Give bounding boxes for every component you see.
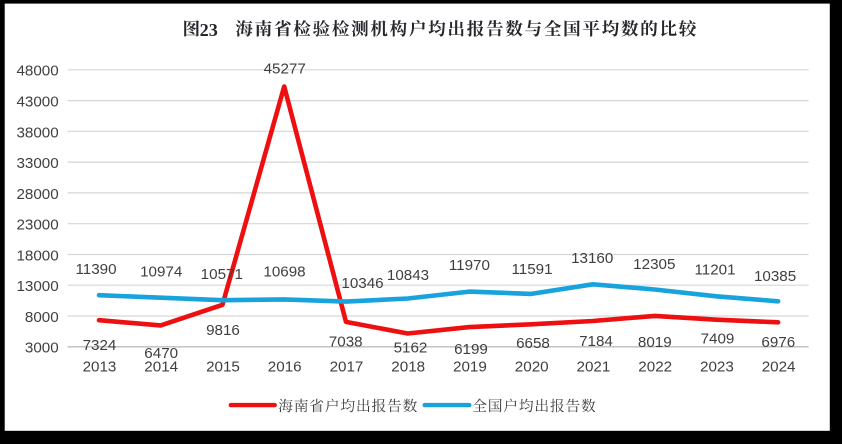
svg-text:48000: 48000 — [16, 63, 58, 80]
svg-text:10385: 10385 — [754, 268, 796, 285]
svg-text:7409: 7409 — [701, 331, 735, 348]
svg-text:10571: 10571 — [201, 266, 243, 283]
svg-text:23: 23 — [200, 20, 218, 40]
svg-text:2014: 2014 — [144, 359, 178, 376]
svg-text:2020: 2020 — [515, 359, 549, 376]
svg-text:10843: 10843 — [387, 267, 429, 284]
svg-text:11970: 11970 — [449, 257, 490, 274]
svg-text:18000: 18000 — [16, 247, 58, 264]
svg-text:2022: 2022 — [638, 359, 672, 376]
svg-text:2021: 2021 — [577, 359, 611, 376]
svg-text:2015: 2015 — [206, 359, 240, 376]
svg-text:2019: 2019 — [453, 359, 487, 376]
svg-text:13160: 13160 — [571, 250, 613, 267]
svg-text:11591: 11591 — [511, 261, 552, 278]
svg-text:10346: 10346 — [341, 275, 383, 292]
svg-text:6976: 6976 — [761, 334, 795, 351]
svg-text:10698: 10698 — [263, 263, 305, 280]
svg-text:11201: 11201 — [694, 262, 735, 279]
svg-text:2017: 2017 — [330, 359, 364, 376]
svg-text:5162: 5162 — [394, 340, 428, 357]
svg-text:28000: 28000 — [16, 186, 58, 203]
svg-text:9816: 9816 — [206, 322, 240, 339]
svg-text:6658: 6658 — [516, 335, 550, 352]
svg-text:2016: 2016 — [268, 359, 302, 376]
svg-text:38000: 38000 — [16, 124, 58, 141]
svg-text:2024: 2024 — [762, 359, 796, 376]
svg-text:7184: 7184 — [579, 333, 613, 350]
svg-text:7038: 7038 — [329, 333, 363, 350]
svg-text:45277: 45277 — [264, 61, 306, 78]
svg-text:6199: 6199 — [454, 341, 488, 358]
svg-text:3000: 3000 — [25, 340, 59, 357]
svg-text:8000: 8000 — [25, 309, 59, 326]
svg-text:10974: 10974 — [140, 263, 182, 280]
svg-text:13000: 13000 — [16, 278, 58, 295]
svg-text:6470: 6470 — [144, 345, 178, 362]
svg-text:11390: 11390 — [75, 261, 116, 278]
svg-text:2018: 2018 — [391, 359, 425, 376]
svg-text:2013: 2013 — [83, 359, 117, 376]
svg-text:7324: 7324 — [83, 337, 117, 354]
svg-text:2023: 2023 — [700, 359, 734, 376]
svg-text:23000: 23000 — [16, 217, 58, 234]
svg-text:43000: 43000 — [16, 94, 58, 111]
svg-text:12305: 12305 — [633, 256, 675, 273]
svg-text:8019: 8019 — [638, 334, 672, 351]
svg-text:33000: 33000 — [16, 155, 58, 172]
